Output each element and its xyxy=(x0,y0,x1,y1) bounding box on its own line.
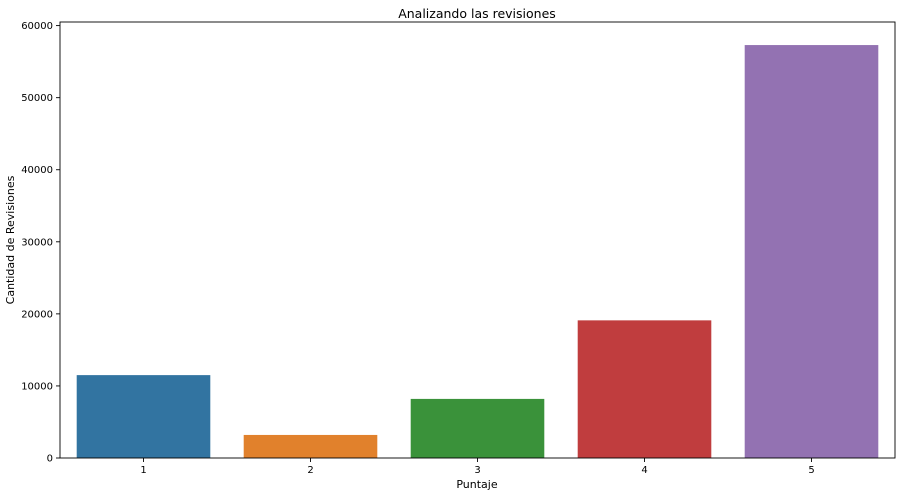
bar-1 xyxy=(76,375,211,458)
y-tick-label: 50000 xyxy=(21,93,53,104)
y-axis-label: Cantidad de Revisiones xyxy=(4,175,17,304)
bar-4 xyxy=(577,320,712,458)
y-tick-label: 60000 xyxy=(21,21,53,32)
x-axis-label: Puntaje xyxy=(456,478,497,491)
x-tick-label: 1 xyxy=(140,465,146,476)
bar-3 xyxy=(410,398,545,458)
chart-title: Analizando las revisiones xyxy=(398,6,556,21)
y-tick-label: 10000 xyxy=(21,381,53,392)
plot-frame xyxy=(59,21,896,459)
x-tick-label: 2 xyxy=(307,465,313,476)
y-tick-label: 0 xyxy=(47,454,53,465)
x-tick-label: 4 xyxy=(641,465,647,476)
x-tick-label: 3 xyxy=(474,465,480,476)
bar-2 xyxy=(243,434,378,458)
y-axis: 0 10000 20000 30000 40000 50000 60000 xyxy=(21,21,60,465)
bars-group xyxy=(76,45,879,458)
y-tick-label: 30000 xyxy=(21,237,53,248)
bar-5 xyxy=(744,45,879,458)
x-tick-label: 5 xyxy=(808,465,814,476)
x-axis: 1 2 3 4 5 xyxy=(140,458,815,476)
y-tick-label: 20000 xyxy=(21,309,53,320)
y-tick-label: 40000 xyxy=(21,165,53,176)
